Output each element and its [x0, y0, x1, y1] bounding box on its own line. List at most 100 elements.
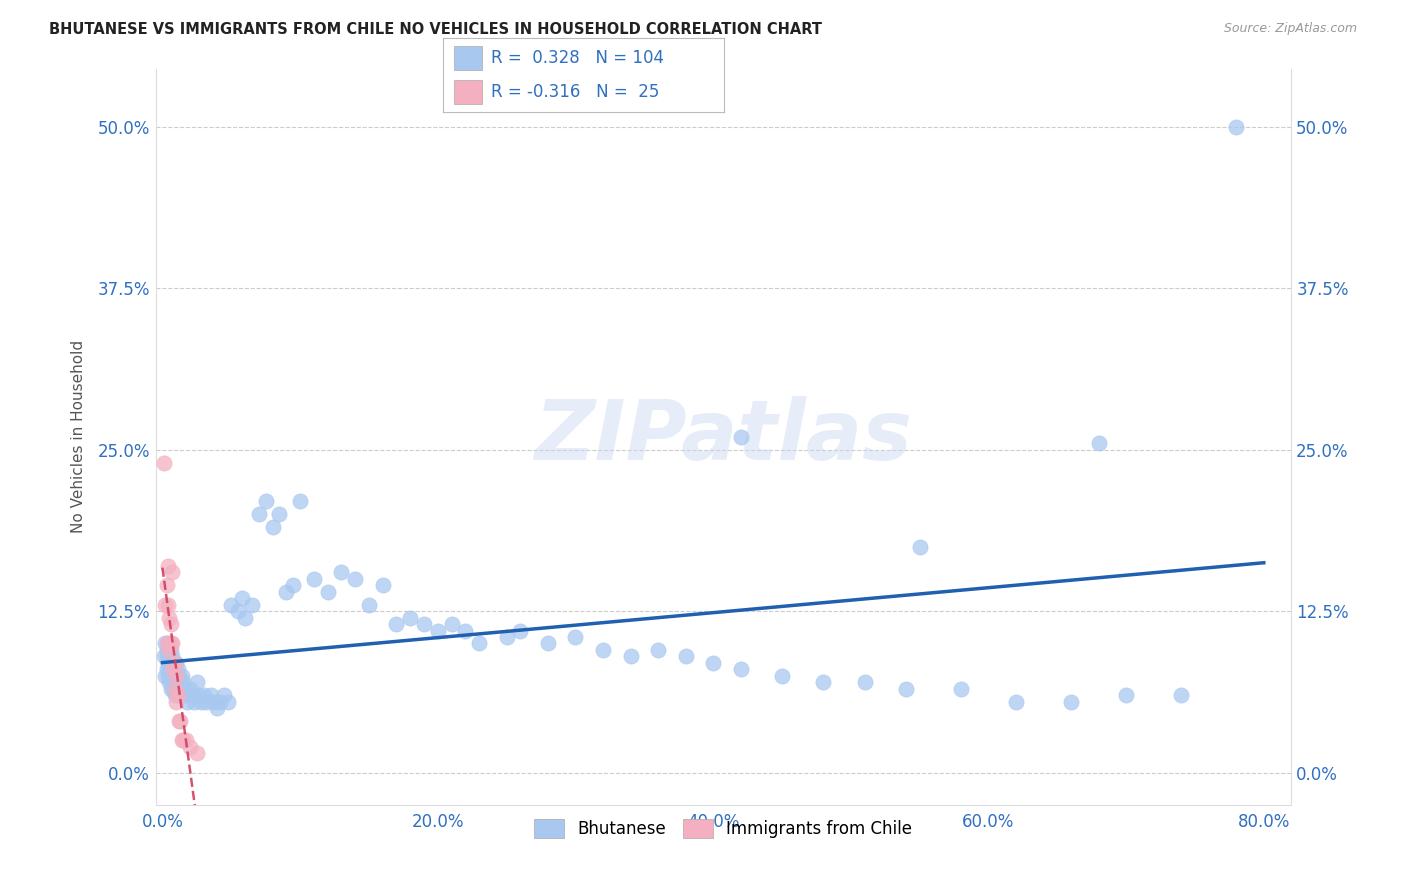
- Point: [730, 430, 752, 444]
- Point: [495, 630, 517, 644]
- Point: [853, 675, 876, 690]
- Point: [440, 617, 463, 632]
- Point: [179, 681, 201, 696]
- Point: [170, 733, 193, 747]
- Point: [187, 688, 209, 702]
- Point: [675, 649, 697, 664]
- Point: [288, 494, 311, 508]
- Point: [186, 747, 208, 761]
- Point: [155, 636, 177, 650]
- Y-axis label: No Vehicles in Household: No Vehicles in Household: [72, 340, 86, 533]
- Point: [160, 566, 183, 580]
- Point: [163, 681, 186, 696]
- Point: [162, 662, 184, 676]
- Point: [181, 688, 204, 702]
- Point: [283, 578, 305, 592]
- Point: [1060, 695, 1083, 709]
- Point: [183, 695, 205, 709]
- Point: [195, 695, 218, 709]
- Point: [254, 494, 277, 508]
- Point: [214, 688, 236, 702]
- Point: [468, 636, 491, 650]
- Point: [770, 669, 793, 683]
- Point: [730, 662, 752, 676]
- Point: [156, 598, 179, 612]
- Point: [156, 558, 179, 573]
- Point: [166, 675, 188, 690]
- Point: [153, 598, 176, 612]
- Point: [159, 669, 181, 683]
- Point: [454, 624, 477, 638]
- Point: [174, 688, 197, 702]
- Point: [157, 662, 180, 676]
- Point: [153, 669, 176, 683]
- Point: [155, 643, 177, 657]
- Point: [169, 688, 191, 702]
- Point: [165, 656, 187, 670]
- Point: [193, 688, 215, 702]
- Point: [269, 508, 291, 522]
- Point: [159, 643, 181, 657]
- Point: [202, 695, 225, 709]
- Point: [233, 610, 256, 624]
- Text: R = -0.316   N =  25: R = -0.316 N = 25: [491, 83, 659, 101]
- Text: ZIPatlas: ZIPatlas: [534, 396, 912, 477]
- Point: [176, 695, 198, 709]
- Point: [162, 656, 184, 670]
- Point: [509, 624, 531, 638]
- Point: [162, 669, 184, 683]
- Point: [357, 598, 380, 612]
- Point: [226, 604, 249, 618]
- Point: [159, 617, 181, 632]
- Point: [399, 610, 422, 624]
- Point: [167, 669, 190, 683]
- Point: [592, 643, 614, 657]
- Point: [1225, 120, 1247, 134]
- Point: [163, 675, 186, 690]
- Point: [813, 675, 835, 690]
- Point: [157, 610, 180, 624]
- Point: [908, 540, 931, 554]
- Point: [1087, 436, 1109, 450]
- Point: [165, 695, 187, 709]
- Point: [330, 566, 353, 580]
- Point: [207, 701, 229, 715]
- Point: [156, 636, 179, 650]
- Point: [177, 688, 200, 702]
- Point: [172, 688, 194, 702]
- Point: [344, 572, 367, 586]
- Point: [949, 681, 972, 696]
- Point: [426, 624, 449, 638]
- Point: [169, 675, 191, 690]
- Point: [155, 649, 177, 664]
- Point: [647, 643, 669, 657]
- Point: [159, 636, 181, 650]
- Bar: [454, 80, 482, 104]
- Point: [152, 456, 174, 470]
- Point: [1005, 695, 1028, 709]
- Point: [163, 662, 186, 676]
- Point: [247, 508, 270, 522]
- Text: Source: ZipAtlas.com: Source: ZipAtlas.com: [1223, 22, 1357, 36]
- Point: [163, 656, 186, 670]
- Point: [166, 688, 188, 702]
- Point: [156, 656, 179, 670]
- Point: [190, 695, 212, 709]
- Point: [160, 636, 183, 650]
- Point: [564, 630, 586, 644]
- Text: R =  0.328   N = 104: R = 0.328 N = 104: [491, 49, 664, 67]
- Point: [385, 617, 408, 632]
- Point: [209, 695, 232, 709]
- Point: [316, 584, 339, 599]
- Point: [619, 649, 641, 664]
- Point: [170, 669, 193, 683]
- Point: [262, 520, 284, 534]
- Point: [200, 688, 222, 702]
- Point: [371, 578, 394, 592]
- Point: [894, 681, 917, 696]
- Point: [169, 714, 191, 728]
- Point: [1170, 688, 1192, 702]
- Point: [157, 649, 180, 664]
- Point: [152, 649, 174, 664]
- Point: [240, 598, 263, 612]
